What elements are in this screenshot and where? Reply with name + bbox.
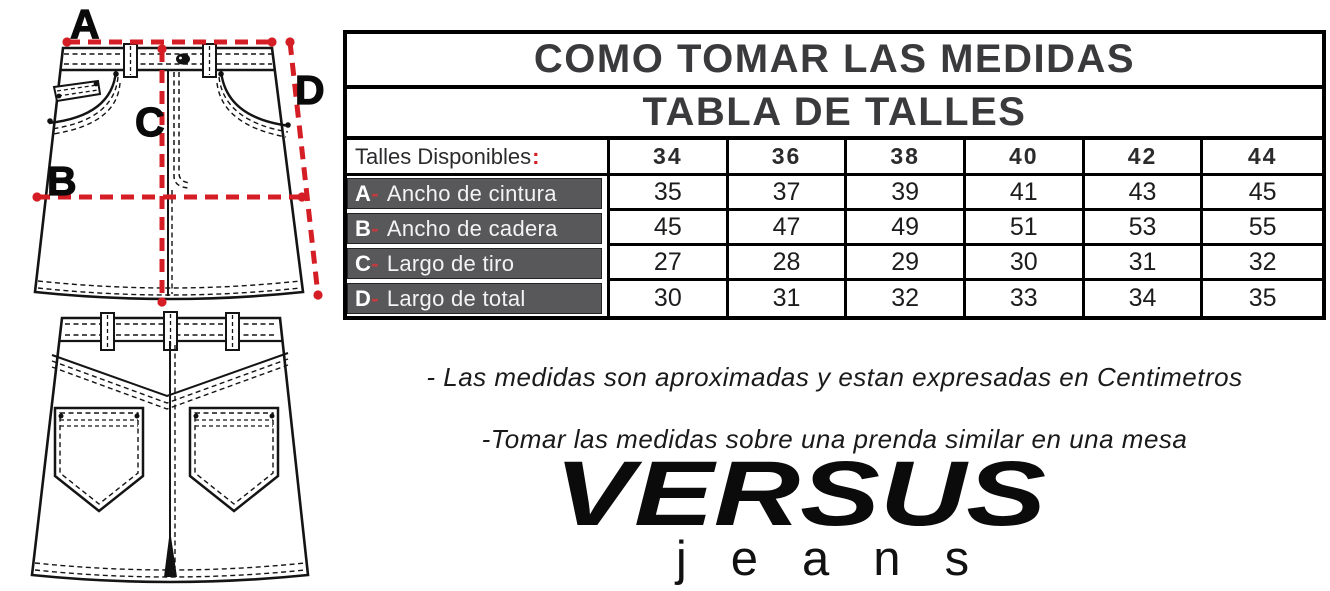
measure-value-cell: 31: [729, 281, 848, 316]
measure-row-b-label-cell: B - Ancho de cadera: [347, 211, 610, 246]
measure-value-cell: 32: [847, 281, 966, 316]
row-dash: -: [371, 215, 379, 241]
content-column: COMO TOMAR LAS MEDIDAS TABLA DE TALLES T…: [343, 0, 1326, 591]
front-coin-pocket: [52, 79, 102, 103]
measure-value-cell: 53: [1084, 211, 1204, 246]
table-title-1: COMO TOMAR LAS MEDIDAS: [533, 37, 1136, 81]
sizes-header-label-cell: Talles Disponibles:: [347, 140, 610, 176]
measure-value-cell: 55: [1203, 211, 1322, 246]
front-fly-stitching: [173, 72, 191, 189]
measure-row-b-label: B - Ancho de cadera: [347, 213, 602, 244]
row-letter: A: [355, 180, 372, 206]
measure-letter-c: C: [135, 99, 165, 145]
measure-value-cell: 34: [1085, 281, 1204, 316]
measure-value-cell: 30: [610, 281, 729, 316]
measure-row-a-label: A - Ancho de cintura: [347, 178, 602, 209]
sizes-header-label: Talles Disponibles: [355, 143, 532, 169]
size-col-header: 38: [847, 140, 966, 176]
brand-logo-text: VERSUS: [554, 443, 1047, 545]
table-title-row-2: TABLA DE TALLES: [347, 89, 1322, 140]
measure-value-cell: 51: [965, 211, 1085, 246]
size-grid: Talles Disponibles: 34 36 38 40 42 44 A-…: [347, 140, 1322, 316]
row-letter: D: [355, 285, 372, 311]
measure-line-b: [32, 192, 307, 202]
row-dash: -: [371, 285, 379, 311]
measure-value-cell: 37: [728, 176, 848, 211]
measure-value-cell: 27: [610, 246, 729, 281]
measure-value-cell: 30: [965, 246, 1085, 281]
measure-line-c: [157, 44, 167, 307]
row-label-text: Ancho de cintura: [386, 180, 557, 206]
measure-line-a: [62, 37, 277, 47]
skirt-measurement-diagram: A B C D: [30, 0, 325, 584]
size-col-header: 42: [1084, 140, 1204, 176]
measure-value-cell: 43: [1084, 176, 1204, 211]
back-right-pocket: [188, 406, 280, 513]
measure-value-cell: 28: [728, 246, 848, 281]
brand-logo-subtext: jeans: [675, 532, 1014, 586]
brand-logo: VERSUS: [309, 446, 1292, 542]
back-yoke-seam: [51, 352, 289, 410]
table-title-2: TABLA DE TALLES: [642, 90, 1027, 134]
measure-value-cell: 39: [847, 176, 966, 211]
measure-value-cell: 33: [966, 281, 1085, 316]
measure-value-cell: 32: [1203, 246, 1322, 281]
row-dash: -: [371, 250, 379, 276]
size-col-header: 40: [965, 140, 1085, 176]
measure-value-cell: 31: [1084, 246, 1204, 281]
front-hem-stitching: [37, 280, 301, 296]
front-waistband-stitching: [64, 53, 272, 65]
row-label-text: Largo de tiro: [386, 250, 515, 276]
back-slit: [164, 530, 177, 577]
note-how-to-measure: -Tomar las medidas sobre una prenda simi…: [481, 424, 1188, 454]
back-left-pocket: [53, 406, 145, 513]
back-belt-loops: [100, 311, 240, 351]
row-dash: -: [371, 180, 379, 206]
front-belt-loops: [123, 43, 217, 78]
row-letter: B: [355, 215, 372, 241]
measure-value-cell: 29: [847, 246, 966, 281]
measure-value-cell: 49: [847, 211, 966, 246]
row-label-text: Ancho de cadera: [386, 215, 558, 241]
measure-letter-d: D: [295, 67, 325, 113]
sizes-header-colon: :: [532, 143, 540, 169]
measure-letter-b: B: [47, 158, 77, 204]
size-col-header: 34: [610, 140, 729, 176]
size-col-header: 44: [1203, 140, 1322, 176]
note-units: - Las medidas son aproximadas y estan ex…: [426, 362, 1243, 392]
front-left-pocket: [47, 70, 121, 135]
measure-row-d-label: D - Largo de total: [347, 283, 602, 314]
skirt-front-sketch: [33, 43, 305, 301]
measure-value-cell: 41: [965, 176, 1085, 211]
front-button: [176, 53, 190, 65]
measure-value-cell: 45: [610, 211, 729, 246]
size-chart-table: COMO TOMAR LAS MEDIDAS TABLA DE TALLES T…: [343, 30, 1326, 320]
measure-letter-a: A: [70, 1, 100, 47]
measure-line-d: [285, 37, 323, 300]
measure-value-cell: 47: [728, 211, 848, 246]
row-letter: C: [355, 250, 372, 276]
back-hem-stitching: [34, 562, 306, 578]
row-label-text: Largo de total: [386, 285, 526, 311]
measure-value-cell: 35: [1248, 284, 1277, 312]
table-title-row-1: COMO TOMAR LAS MEDIDAS: [347, 34, 1322, 89]
measure-value-cell: 45: [1203, 176, 1322, 211]
measure-row-a-label-cell: A - Ancho de cintura: [347, 176, 610, 211]
measure-row-c-label: C - Largo de tiro: [347, 248, 602, 279]
skirt-back-sketch: [30, 311, 310, 584]
front-right-pocket: [216, 70, 291, 138]
measure-value-cell: 35: [610, 176, 729, 211]
measure-row-d-label-cell: D - Largo de total: [347, 281, 610, 316]
measure-row-c-label-cell: C - Largo de tiro: [347, 246, 610, 281]
size-col-header: 36: [728, 140, 848, 176]
